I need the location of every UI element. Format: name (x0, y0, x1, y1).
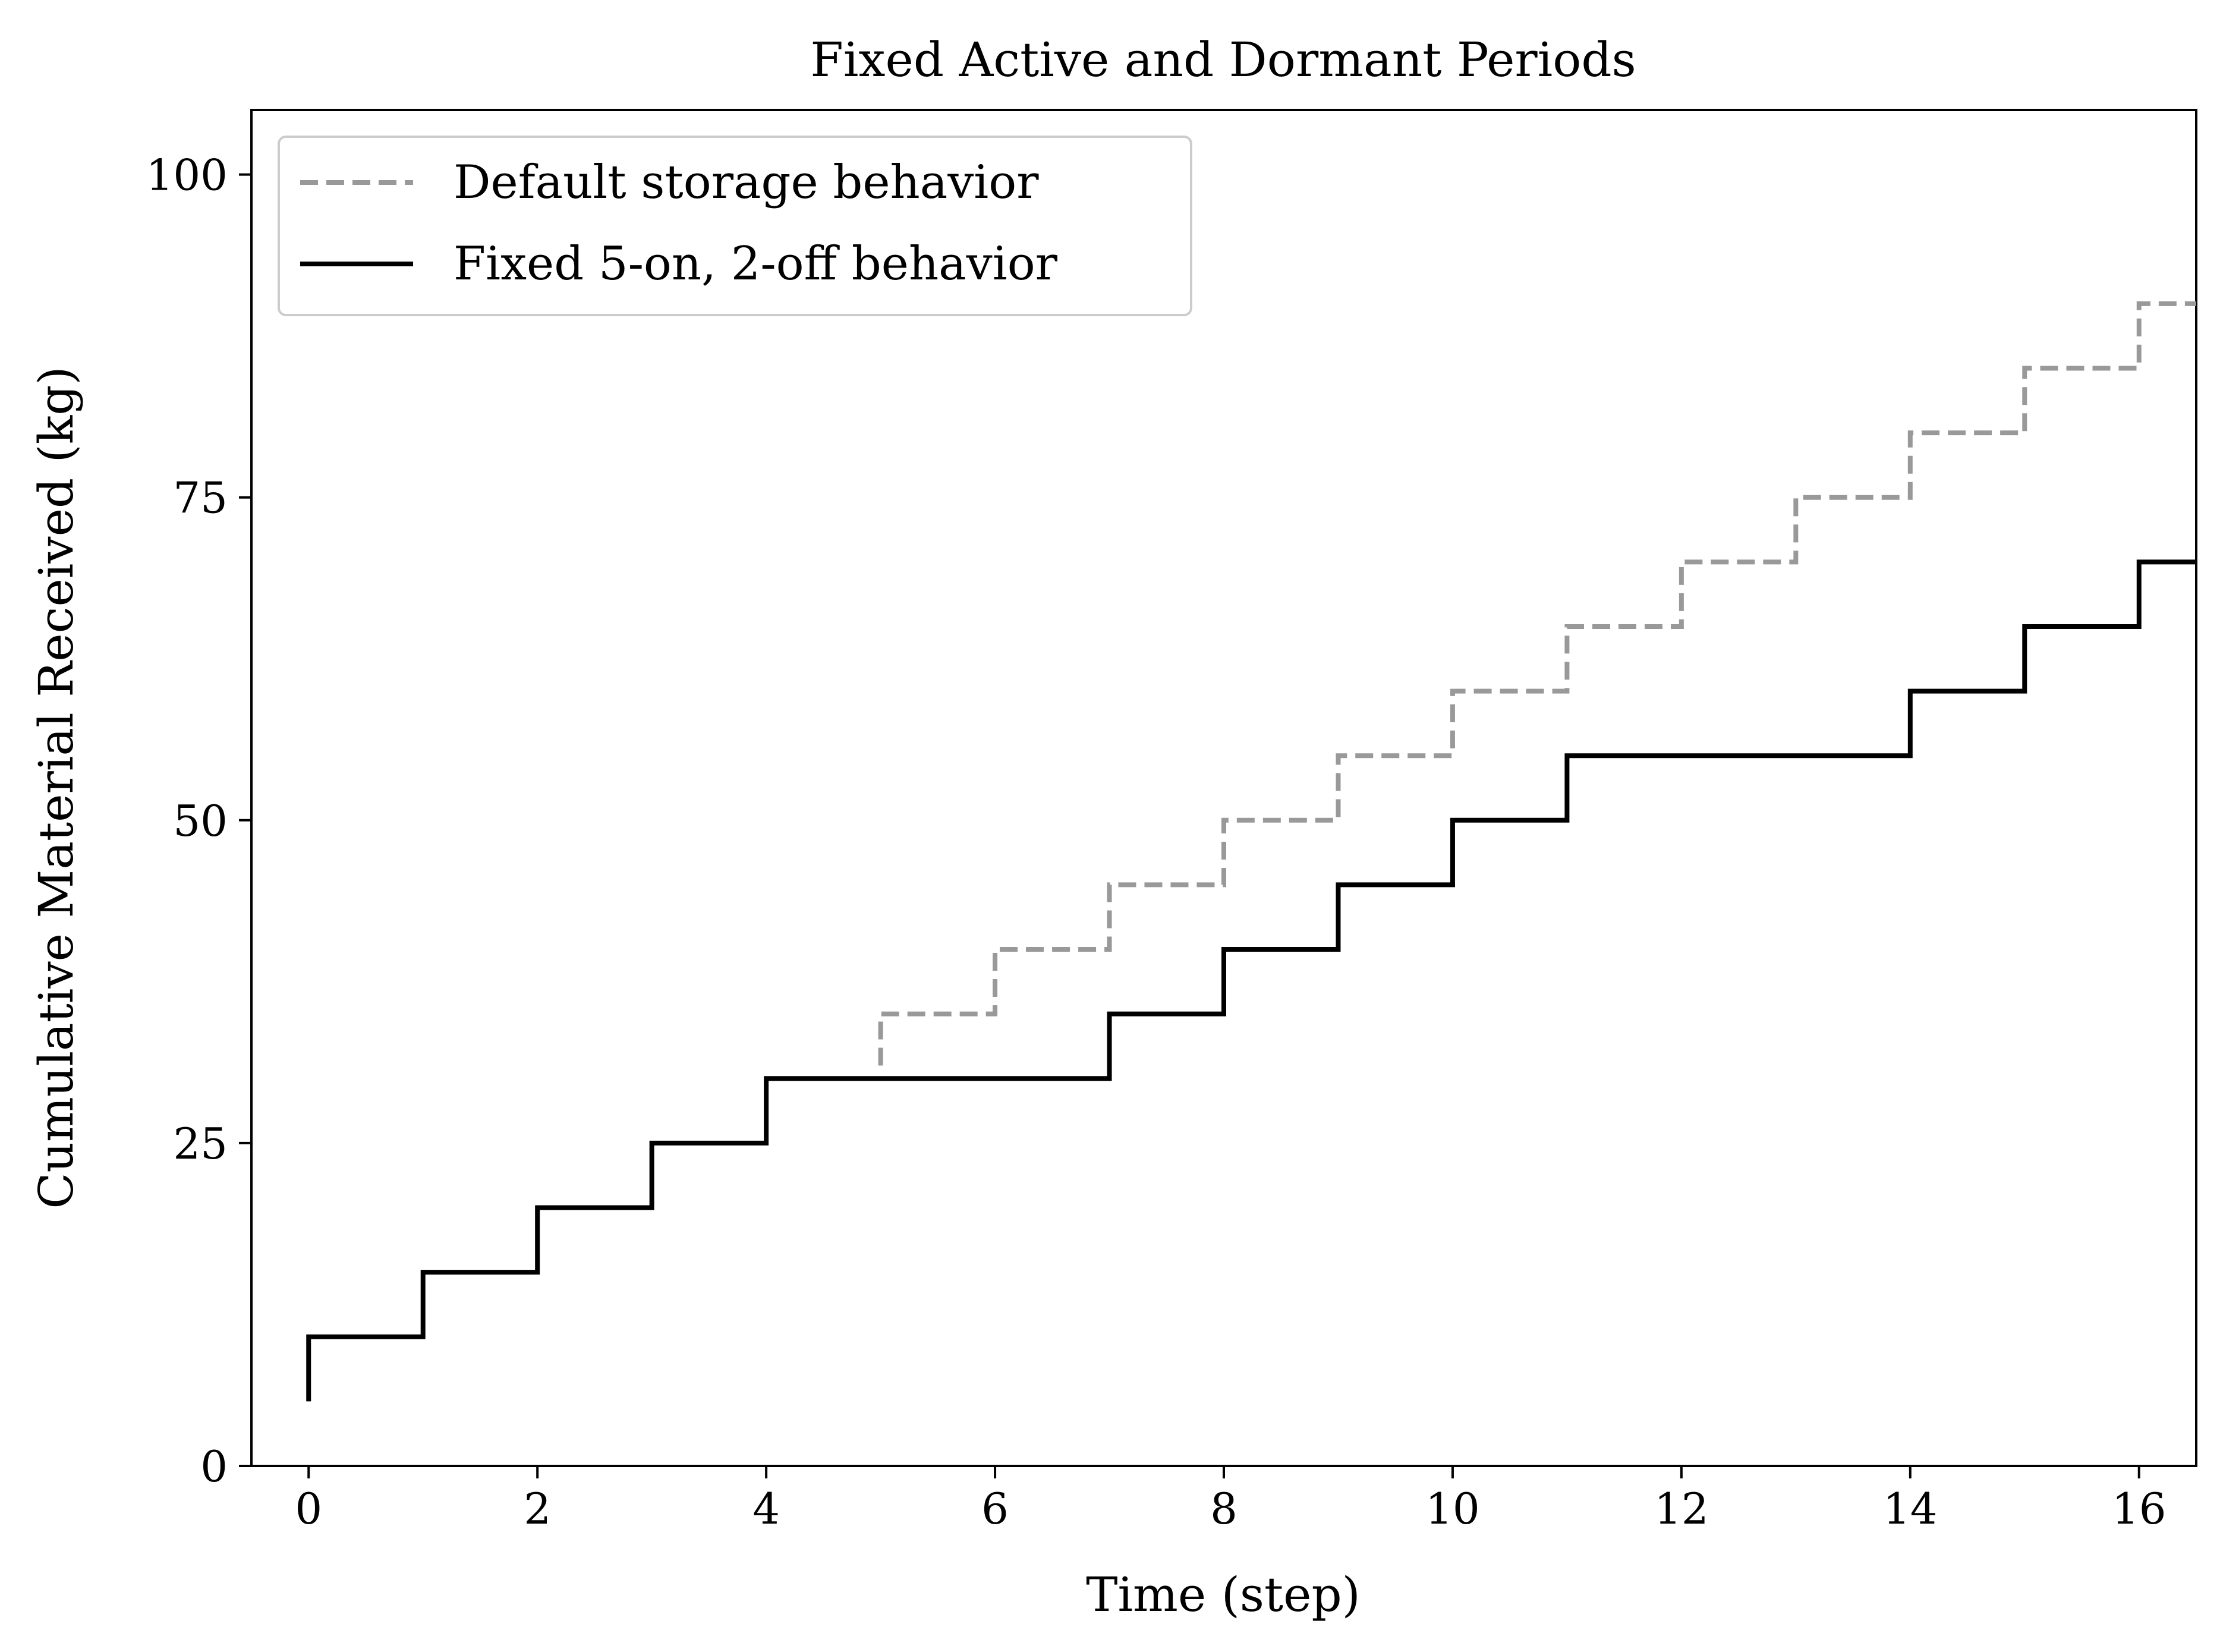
legend-label-default: Default storage behavior (454, 156, 1039, 209)
x-tick-label: 2 (524, 1484, 551, 1534)
series-line-fixed-5on-2off (306, 559, 2196, 1402)
x-tick-label: 6 (981, 1484, 1009, 1534)
x-tick-label: 0 (295, 1484, 322, 1534)
x-axis-label: Time (step) (1086, 1567, 1361, 1622)
y-tick-label: 50 (173, 796, 228, 846)
chart-title: Fixed Active and Dormant Periods (810, 32, 1636, 87)
y-tick-label: 0 (200, 1442, 228, 1491)
x-axis: 0 2 4 6 8 10 12 14 16 (295, 1466, 2167, 1534)
y-tick-label: 75 (173, 473, 228, 523)
x-tick-label: 10 (1425, 1484, 1480, 1534)
series-layer (306, 301, 2196, 1402)
x-tick-label: 14 (1883, 1484, 1938, 1534)
x-tick-label: 16 (2112, 1484, 2167, 1534)
legend: Default storage behavior Fixed 5-on, 2-o… (278, 136, 1192, 316)
y-tick-label: 25 (173, 1119, 228, 1169)
y-tick-label: 100 (146, 150, 228, 200)
y-axis-label: Cumulative Material Received (kg) (29, 366, 84, 1209)
legend-frame (278, 136, 1192, 316)
legend-label-fixed: Fixed 5-on, 2-off behavior (454, 237, 1058, 291)
x-tick-label: 8 (1210, 1484, 1237, 1534)
x-tick-label: 4 (752, 1484, 780, 1534)
x-tick-label: 12 (1654, 1484, 1709, 1534)
series-line-default-storage (878, 301, 2196, 1066)
y-axis: 0 25 50 75 100 (146, 150, 251, 1491)
